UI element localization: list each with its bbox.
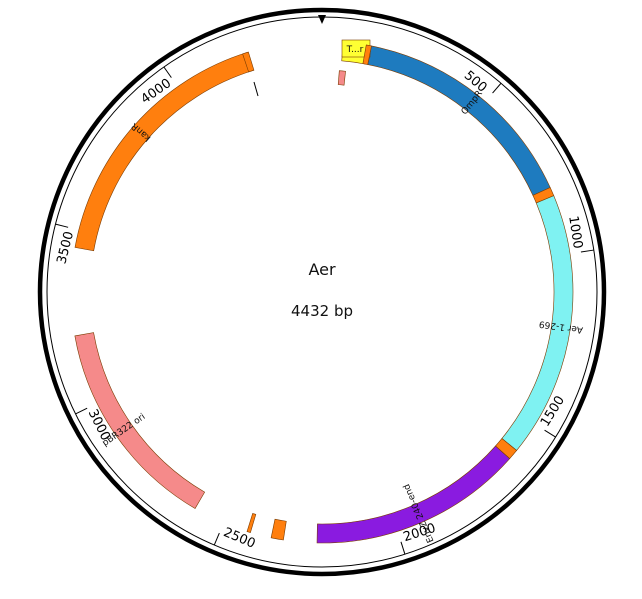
junction-ompr-aer — [532, 187, 555, 204]
tick-label: 1000 — [565, 215, 585, 250]
tick-label: 3500 — [54, 230, 77, 266]
tick-mark — [163, 66, 172, 78]
tick-mark — [492, 82, 502, 94]
tick-mark — [580, 249, 594, 253]
small-orange-sliver — [246, 513, 257, 533]
T-r-feature-label: T...r — [346, 45, 364, 55]
envz-feature-arc — [316, 445, 511, 544]
backbone-inner-ring — [46, 16, 598, 568]
junction-aer-envz — [495, 438, 518, 460]
tick-mark — [75, 407, 88, 415]
tick-mark — [544, 429, 556, 438]
plasmid-length: 4432 bp — [291, 302, 353, 320]
pink-box-top — [337, 70, 346, 86]
plasmid-name: Aer — [308, 260, 336, 279]
small-mark-layer — [242, 44, 555, 541]
small-orange-box — [270, 518, 287, 541]
tick-label: 2500 — [221, 525, 257, 552]
tick-mark — [400, 541, 406, 555]
origin-marker-icon — [318, 15, 326, 24]
orange-cap-ompr — [362, 44, 372, 65]
kanr-end-marker-line — [253, 81, 259, 97]
ompr-feature-arc — [367, 45, 551, 196]
tick-mark — [55, 223, 69, 228]
tick-mark — [213, 532, 220, 546]
pbr322-feature-arc — [74, 332, 206, 509]
backbone-outer-ring — [37, 7, 607, 577]
orange-cap-kanr — [242, 51, 255, 73]
